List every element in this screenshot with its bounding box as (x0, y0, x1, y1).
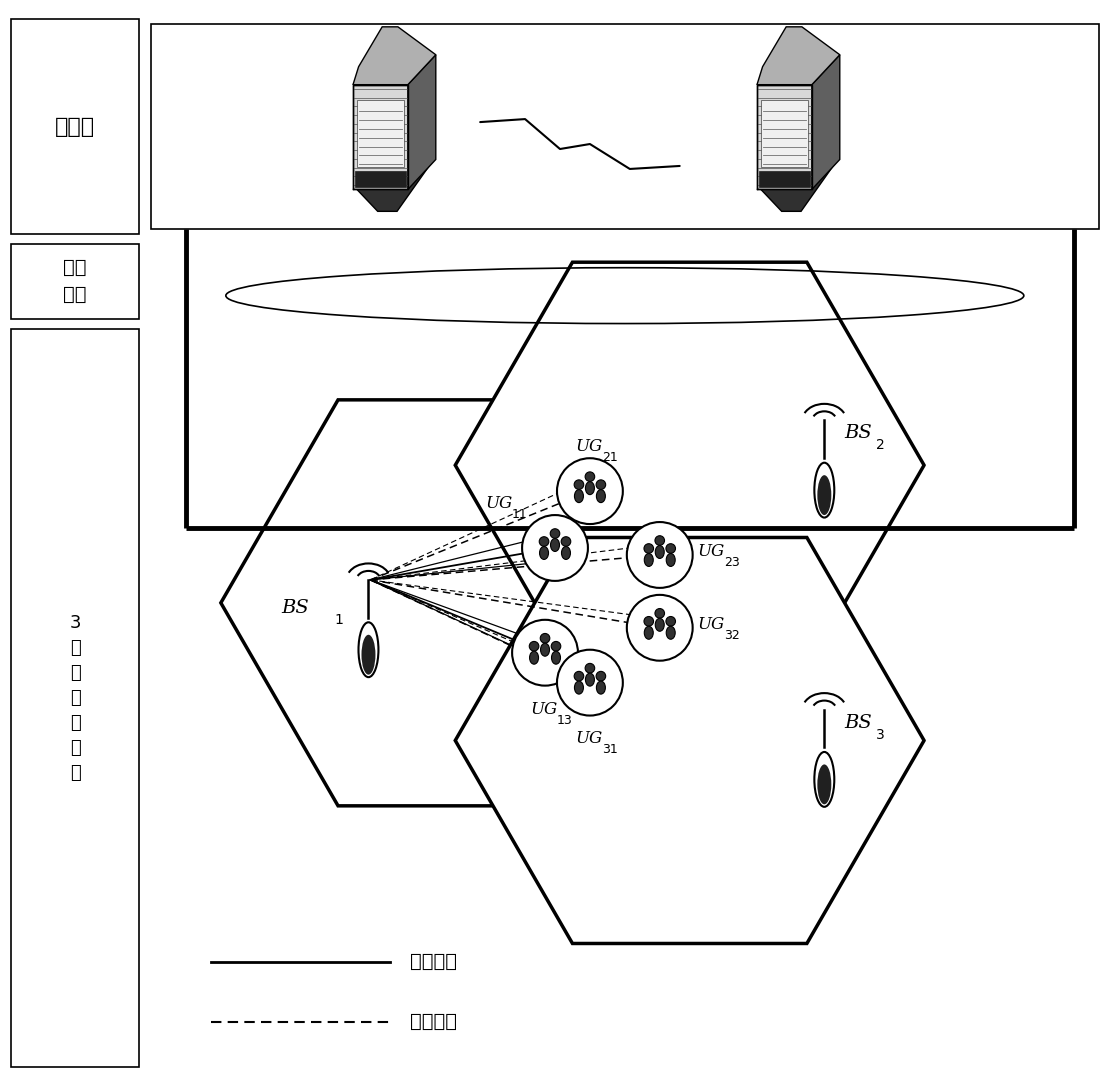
Text: 11: 11 (512, 508, 528, 521)
Text: 13: 13 (557, 714, 573, 727)
Polygon shape (456, 262, 924, 668)
Text: 32: 32 (724, 629, 740, 642)
Polygon shape (761, 100, 808, 168)
Ellipse shape (655, 618, 664, 631)
Ellipse shape (359, 623, 379, 677)
Circle shape (644, 616, 653, 626)
Circle shape (627, 595, 692, 661)
Ellipse shape (574, 681, 583, 694)
Text: 目标信道: 目标信道 (410, 952, 458, 971)
Bar (11, 19, 139, 234)
Text: 干扰信道: 干扰信道 (410, 1013, 458, 1031)
Circle shape (529, 641, 539, 651)
Circle shape (550, 529, 560, 538)
Text: 2: 2 (877, 439, 885, 453)
Ellipse shape (644, 626, 653, 639)
Ellipse shape (551, 538, 560, 551)
Circle shape (561, 537, 571, 546)
Polygon shape (757, 55, 840, 84)
Polygon shape (757, 27, 840, 84)
Circle shape (512, 619, 578, 686)
Polygon shape (456, 537, 924, 943)
Text: BS: BS (844, 714, 872, 731)
Ellipse shape (814, 462, 834, 518)
Ellipse shape (667, 626, 675, 639)
Text: 光传
输网: 光传 输网 (63, 259, 87, 304)
Ellipse shape (585, 482, 594, 495)
Circle shape (644, 544, 653, 553)
Text: UG: UG (698, 616, 724, 632)
Ellipse shape (818, 475, 831, 516)
Text: BS: BS (844, 425, 872, 442)
Polygon shape (408, 55, 436, 190)
Circle shape (655, 609, 664, 618)
Ellipse shape (361, 635, 376, 675)
Circle shape (540, 634, 550, 643)
Text: UG: UG (486, 495, 512, 512)
Ellipse shape (574, 490, 583, 503)
Circle shape (557, 458, 623, 524)
Polygon shape (812, 55, 840, 190)
Ellipse shape (530, 651, 539, 664)
Polygon shape (357, 100, 404, 168)
Ellipse shape (541, 643, 550, 656)
Circle shape (585, 664, 594, 673)
Circle shape (655, 536, 664, 545)
Text: BS: BS (281, 599, 309, 617)
Circle shape (557, 650, 623, 716)
Circle shape (522, 516, 588, 580)
Bar (11, 328, 139, 1067)
Text: UG: UG (698, 543, 724, 560)
Text: 21: 21 (602, 452, 618, 465)
Text: UG: UG (530, 701, 558, 718)
Text: 23: 23 (724, 556, 740, 569)
Text: 3
小
区
边
缘
用
户: 3 小 区 边 缘 用 户 (70, 614, 81, 782)
Circle shape (574, 671, 583, 681)
Text: UG: UG (575, 730, 602, 747)
Polygon shape (221, 400, 690, 806)
Ellipse shape (644, 553, 653, 566)
Polygon shape (353, 55, 436, 84)
Ellipse shape (818, 765, 831, 805)
Circle shape (665, 544, 675, 553)
Bar (11, 244, 139, 318)
Ellipse shape (667, 553, 675, 566)
Circle shape (665, 616, 675, 626)
Ellipse shape (561, 547, 570, 560)
Ellipse shape (597, 681, 605, 694)
Bar (151, 24, 1099, 229)
Polygon shape (353, 27, 436, 84)
Polygon shape (759, 157, 839, 211)
Ellipse shape (597, 490, 605, 503)
Polygon shape (759, 171, 810, 187)
Circle shape (597, 480, 605, 490)
Ellipse shape (655, 546, 664, 559)
Ellipse shape (814, 752, 834, 807)
Ellipse shape (551, 651, 560, 664)
Text: 31: 31 (602, 743, 618, 756)
Polygon shape (353, 84, 408, 190)
Polygon shape (356, 157, 436, 211)
Polygon shape (757, 84, 812, 190)
Text: 1: 1 (334, 613, 343, 627)
Circle shape (597, 671, 605, 681)
Text: UG: UG (575, 439, 602, 455)
Text: 3: 3 (877, 728, 885, 742)
Circle shape (585, 472, 594, 482)
Circle shape (539, 537, 549, 546)
Circle shape (627, 522, 692, 588)
Circle shape (574, 480, 583, 490)
Ellipse shape (540, 547, 549, 560)
Circle shape (551, 641, 561, 651)
Polygon shape (356, 171, 406, 187)
Text: 基带池: 基带池 (56, 117, 96, 136)
Ellipse shape (585, 674, 594, 687)
